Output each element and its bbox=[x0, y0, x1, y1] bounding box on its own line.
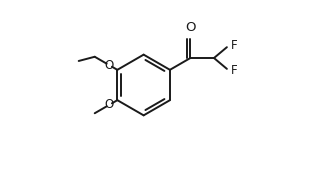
Text: F: F bbox=[230, 64, 237, 77]
Text: F: F bbox=[230, 39, 237, 52]
Text: O: O bbox=[105, 98, 114, 111]
Text: O: O bbox=[185, 21, 195, 33]
Text: O: O bbox=[105, 59, 114, 72]
